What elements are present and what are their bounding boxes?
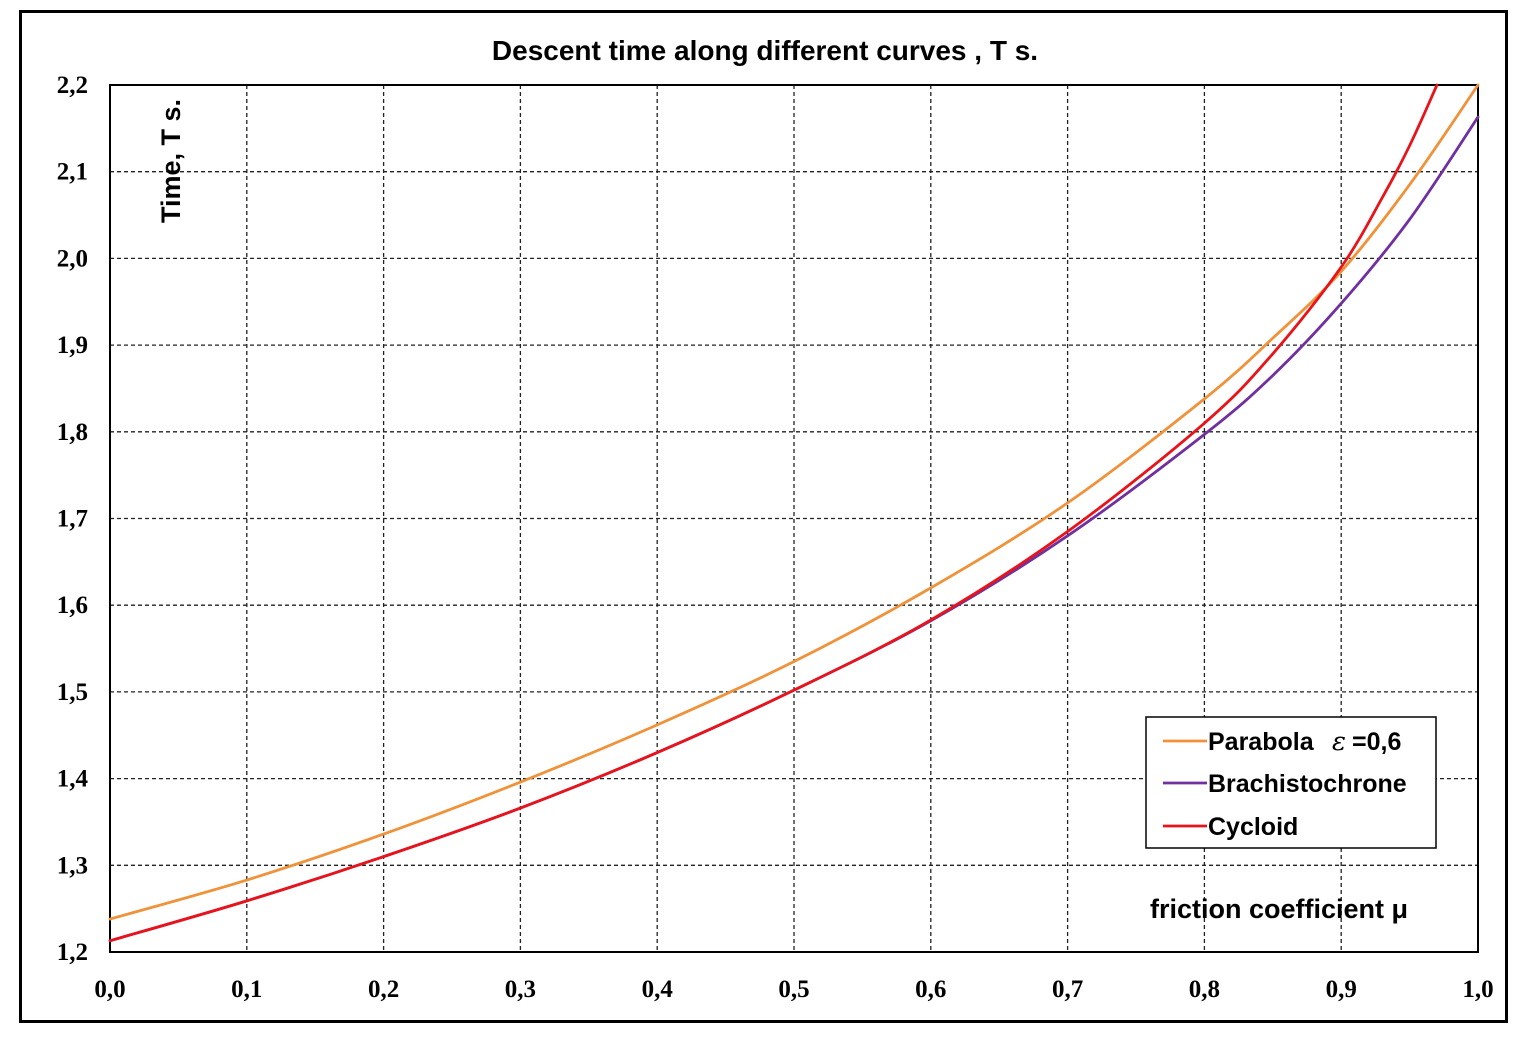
- y-axis-label: Time, T s.: [156, 99, 186, 223]
- y-tick-label: 1,4: [57, 766, 89, 793]
- legend-label-cycloid: Cycloid: [1208, 813, 1298, 841]
- x-axis-label: friction coefficient μ: [1150, 894, 1408, 924]
- legend-label-parabola: Parabola: [1208, 728, 1315, 756]
- x-tick-label: 0,5: [778, 976, 809, 1003]
- x-tick-label: 0,9: [1326, 976, 1357, 1003]
- y-tick-label: 1,7: [57, 506, 88, 533]
- chart-title: Descent time along different curves , T …: [492, 35, 1038, 66]
- y-tick-label: 1,2: [57, 939, 88, 966]
- x-tick-label: 0,4: [642, 976, 674, 1003]
- legend-epsilon-symbol: ε: [1332, 727, 1346, 757]
- y-tick-label: 2,0: [57, 245, 88, 272]
- x-tick-label: 0,1: [231, 976, 262, 1003]
- chart-frame: [19, 10, 1508, 1023]
- legend-parameter-value: =0,6: [1352, 728, 1401, 756]
- y-tick-label: 1,5: [57, 679, 88, 706]
- x-tick-label: 0,2: [368, 976, 399, 1003]
- legend-label-brachistochrone: Brachistochrone: [1208, 770, 1407, 798]
- series-line-cycloid: [108, 83, 1439, 943]
- legend: Parabola ε =0,6 Brachistochrone Cycloid: [1145, 716, 1437, 849]
- x-tick-label: 0,7: [1052, 976, 1083, 1003]
- plot-area-border: [109, 84, 1479, 953]
- y-tick-label: 1,8: [57, 419, 88, 446]
- x-tick-label: 0,3: [505, 976, 536, 1003]
- x-tick-label: 0,6: [915, 976, 946, 1003]
- x-tick-label: 1,0: [1462, 976, 1493, 1003]
- y-tick-label: 2,2: [57, 72, 88, 99]
- x-tick-label: 0,8: [1189, 976, 1220, 1003]
- x-tick-label: 0,0: [94, 976, 125, 1003]
- y-axis-ticks: 1,2 1,3 1,4 1,5 1,6 1,7 1,8 1,9 2,0 2,1 2,2: [57, 72, 89, 966]
- y-tick-label: 1,9: [57, 332, 88, 359]
- y-tick-label: 1,3: [57, 852, 88, 879]
- x-axis-ticks: 0,0 0,1 0,2 0,3 0,4 0,5 0,6 0,7 0,8 0,9 1,0: [94, 976, 1493, 1003]
- series-lines: [108, 83, 1480, 943]
- y-tick-label: 2,1: [57, 159, 88, 186]
- y-tick-label: 1,6: [57, 592, 88, 619]
